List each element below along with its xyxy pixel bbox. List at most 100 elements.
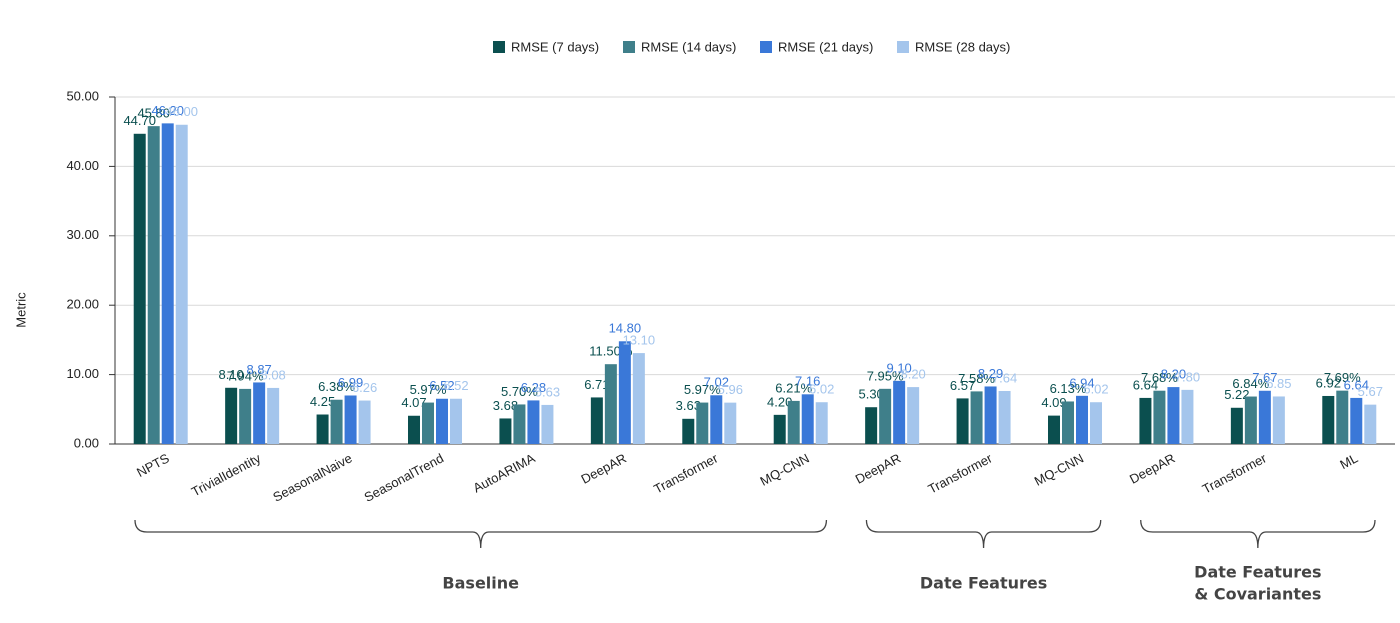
y-tick-label: 30.00 [66, 227, 99, 242]
bar [1153, 390, 1166, 444]
bar [1062, 401, 1074, 444]
bar [1244, 396, 1257, 444]
bar [984, 386, 997, 444]
data-label: 6.99 [338, 375, 363, 390]
x-tick-label: AutoARIMA [470, 450, 537, 495]
bar [358, 400, 371, 444]
bar [618, 341, 631, 444]
x-tick-label: DeepAR [1127, 450, 1177, 486]
y-tick-label: 0.00 [74, 435, 99, 450]
x-tick-label: DeepAR [853, 450, 903, 486]
bar [893, 380, 906, 444]
bar [513, 404, 526, 444]
data-label: 4.20 [767, 394, 792, 409]
bar [590, 397, 603, 444]
y-tick-label: 20.00 [66, 297, 99, 312]
bar [710, 395, 723, 444]
data-label: 6.92 [1316, 375, 1341, 390]
bar [239, 388, 252, 444]
bar [450, 398, 462, 444]
x-tick-label: Transformer [651, 450, 721, 497]
bar [344, 395, 357, 444]
bar [133, 133, 146, 445]
legend-label: RMSE (7 days) [511, 39, 599, 54]
bar [527, 400, 540, 444]
bar [865, 407, 878, 444]
x-tick-label: TrivialIdentity [189, 450, 264, 499]
group-label: Baseline [442, 574, 519, 593]
y-tick-label: 10.00 [66, 366, 99, 381]
data-label: 8.08 [260, 367, 285, 382]
data-label: 6.64 [1133, 377, 1158, 392]
y-tick-label: 40.00 [66, 158, 99, 173]
data-label: 14.80 [609, 321, 642, 336]
bar [541, 404, 554, 444]
data-label: 6.13% [1050, 381, 1087, 396]
data-label: 5.30 [858, 387, 883, 402]
legend-swatch [897, 41, 909, 53]
data-label: 46.00 [165, 104, 198, 119]
data-label: 4.07 [401, 395, 426, 410]
data-label: 4.25 [310, 394, 335, 409]
bar [1181, 389, 1194, 444]
bar [604, 364, 617, 444]
x-tick-label: Transformer [1200, 450, 1270, 497]
bar [1272, 396, 1285, 444]
y-axis-label: Metric [13, 292, 28, 328]
x-tick-label: SeasonalNaive [270, 450, 354, 504]
data-label: 4.09 [1041, 395, 1066, 410]
bar [408, 415, 420, 444]
bar [330, 399, 343, 444]
bar [422, 402, 434, 444]
bar [801, 394, 814, 444]
bar [815, 402, 828, 444]
data-label: 3.63 [676, 398, 701, 413]
bar [436, 398, 448, 444]
data-label: 6.64 [1344, 377, 1369, 392]
data-label: 5.70% [501, 384, 538, 399]
bar [1076, 395, 1088, 444]
x-tick-label: NPTS [134, 450, 172, 480]
data-label: 7.64 [992, 370, 1017, 385]
legend-label: RMSE (21 days) [778, 39, 873, 54]
data-label: 5.96 [718, 382, 743, 397]
bar [1350, 397, 1363, 444]
data-label: 45.80 [137, 106, 170, 121]
data-label: 46.20 [151, 103, 184, 118]
x-tick-label: ML [1337, 450, 1360, 472]
bar [1139, 397, 1152, 444]
bar [724, 402, 737, 444]
data-label: 8.20 [1161, 367, 1186, 382]
group-bracket [865, 519, 1102, 549]
group-label: Date Features [920, 574, 1047, 593]
data-label: 8.10 [218, 367, 243, 382]
data-label: 7.67 [1252, 370, 1277, 385]
data-label: 8.87 [246, 362, 271, 377]
data-label: 6.85 [1266, 376, 1291, 391]
bar [907, 387, 920, 444]
data-label: 6.52 [429, 378, 454, 393]
bar [1167, 387, 1180, 444]
data-label: 6.21% [775, 380, 812, 395]
data-label: 6.52 [443, 378, 468, 393]
bar [970, 391, 983, 444]
data-label: 7.68% [1141, 370, 1178, 385]
data-label: 5.22 [1224, 387, 1249, 402]
bar [267, 387, 280, 444]
bar [253, 382, 266, 444]
data-label: 6.57 [950, 378, 975, 393]
data-label: 6.26 [352, 380, 377, 395]
bar [956, 398, 969, 444]
data-label: 7.69% [1324, 370, 1361, 385]
y-tick-label: 50.00 [66, 88, 99, 103]
bar [499, 418, 512, 444]
legend-swatch [623, 41, 635, 53]
data-label: 8.29 [978, 366, 1003, 381]
bar [1090, 402, 1102, 444]
data-label: 6.71 [584, 377, 609, 392]
data-label: 7.95% [867, 368, 904, 383]
bar [1048, 415, 1060, 444]
group-label: & Covariantes [1194, 585, 1321, 604]
legend-swatch [493, 41, 505, 53]
